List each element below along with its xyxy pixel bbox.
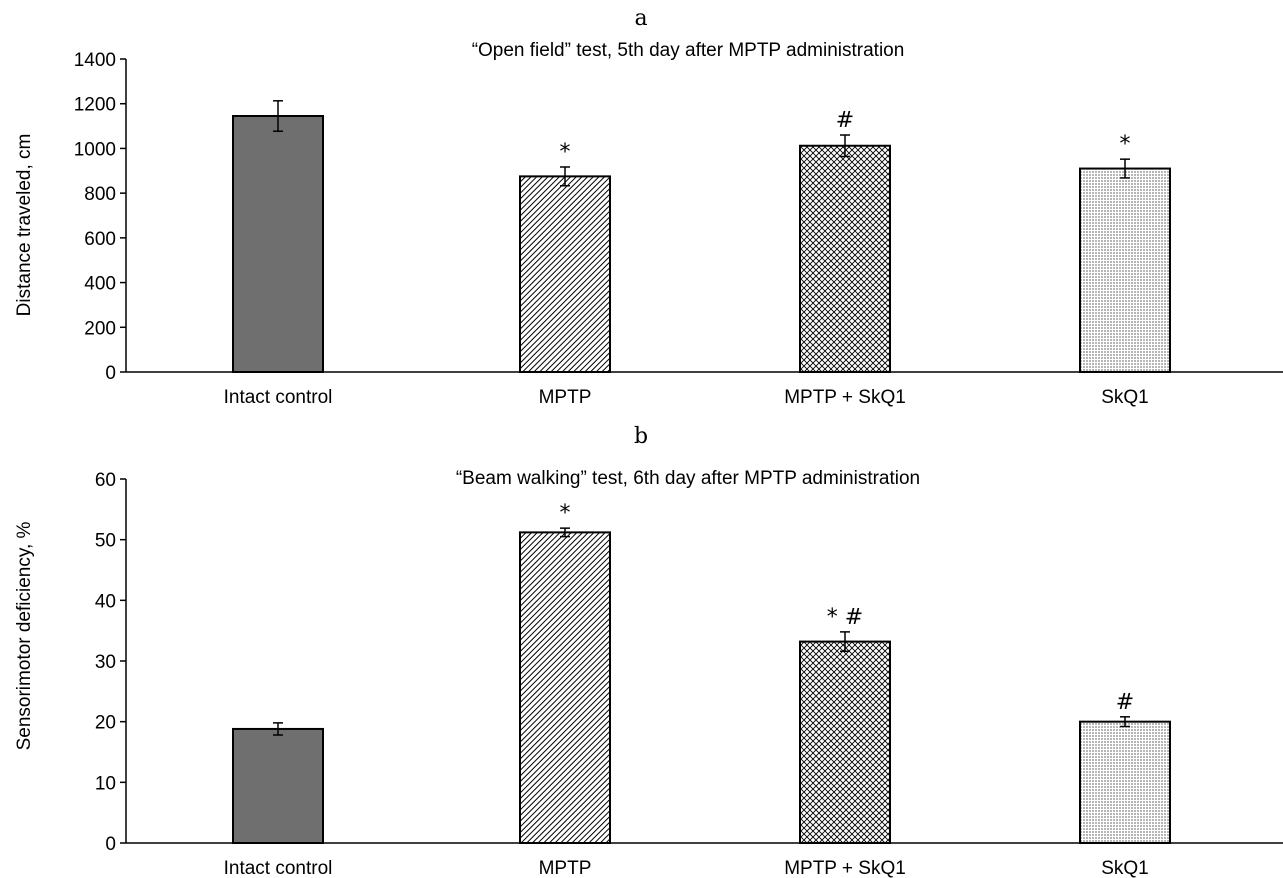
panel-b-significance-mark: # [1116, 690, 1134, 715]
panel-b-y-tick-label: 40 [95, 591, 116, 612]
panel-b-y-tick-label: 50 [95, 531, 116, 552]
panel-b-y-axis-label: Sensorimotor deficiency, % [14, 522, 35, 751]
panel-b-y-tick-label: 0 [105, 834, 116, 855]
panel-b-title: “Beam walking” test, 6th day after MPTP … [456, 468, 920, 489]
panel-a-bar [519, 175, 611, 373]
panel-b-letter: b [634, 424, 648, 449]
panel-b-category-label: MPTP [539, 858, 592, 878]
panel-a-y-tick-label: 1400 [74, 50, 116, 71]
panel-a-significance-mark: * [560, 140, 571, 165]
panel-a-significance-mark: # [836, 108, 854, 133]
panel-a-y-tick-label: 1000 [74, 139, 116, 160]
panel-a-y-tick-label: 200 [84, 318, 116, 339]
panel-b-plot: 0 10 20 30 40 50 60 Intact control * MPTP * # MPTP … [95, 470, 1283, 878]
panel-b-bar [232, 727, 324, 844]
panel-a-y-tick-label: 800 [84, 184, 116, 205]
panel-a-significance-mark: * [1120, 132, 1131, 157]
panel-a-letter: a [634, 6, 647, 31]
panel-a-y-tick-label: 1200 [74, 95, 116, 116]
panel-b: b “Beam walking” test, 6th day after MPT… [14, 424, 1283, 878]
panel-a-y-tick-label: 400 [84, 274, 116, 295]
panel-b-bar [519, 531, 611, 844]
panel-a-category-label: MPTP [539, 387, 592, 408]
panel-b-y-tick-label: 20 [95, 713, 116, 734]
panel-b-category-label: SkQ1 [1101, 858, 1149, 878]
panel-a-category-label: SkQ1 [1101, 387, 1149, 408]
panel-a-bar [799, 144, 891, 373]
panel-a-y-tick-label: 600 [84, 229, 116, 250]
panel-b-y-tick-label: 60 [95, 470, 116, 491]
panel-b-bar [1079, 720, 1171, 845]
panel-b-significance-mark: * [560, 501, 571, 526]
panel-a-y-axis-label: Distance traveled, cm [14, 134, 35, 317]
panel-a-bar [232, 115, 324, 373]
panel-a-category-label: MPTP + SkQ1 [784, 387, 906, 408]
panel-b-significance-mark: * # [827, 605, 863, 630]
panel-a-bar [1079, 167, 1171, 373]
panel-a-plot: 0 200 400 600 800 1000 1200 1400 Intact control *… [74, 50, 1283, 408]
panel-a: a “Open field” test, 5th day after MPTP … [14, 6, 1283, 408]
panel-b-y-tick-label: 10 [95, 773, 116, 794]
panel-b-bar [799, 640, 891, 844]
panel-a-y-tick-label: 0 [105, 363, 116, 384]
panel-a-title: “Open field” test, 5th day after MPTP ad… [472, 40, 905, 61]
panel-a-category-label: Intact control [224, 387, 333, 408]
panel-b-y-tick-label: 30 [95, 652, 116, 673]
panel-b-category-label: MPTP + SkQ1 [784, 858, 906, 878]
panel-b-category-label: Intact control [224, 858, 333, 878]
